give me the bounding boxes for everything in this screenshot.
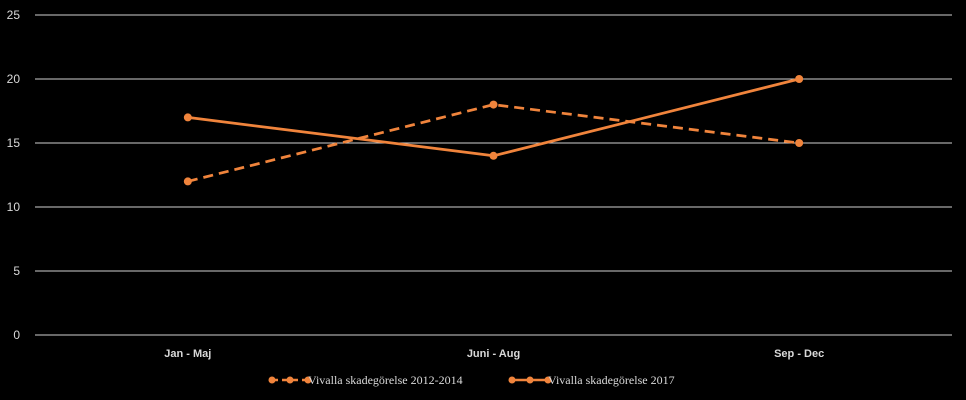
data-point xyxy=(795,139,804,147)
data-point xyxy=(489,151,498,160)
y-tick-label: 25 xyxy=(7,8,21,22)
data-point xyxy=(795,75,804,83)
y-tick-label: 0 xyxy=(13,328,20,342)
x-tick-label: Sep - Dec xyxy=(774,348,824,360)
gridlines xyxy=(35,14,952,336)
y-tick-label: 20 xyxy=(7,72,21,86)
legend: Vivalla skadegörelse 2012-2014 Vivalla sk… xyxy=(268,373,675,387)
legend-marker xyxy=(508,376,516,384)
legend-item: Vivalla skadegörelse 2017 xyxy=(508,373,675,387)
series-line xyxy=(187,77,800,158)
series-2 xyxy=(183,75,804,160)
x-tick-label: Jan - Maj xyxy=(164,348,211,360)
y-tick-label: 15 xyxy=(7,136,21,150)
legend-marker xyxy=(268,376,276,384)
y-tick-label: 5 xyxy=(13,264,20,278)
legend-marker xyxy=(304,376,312,384)
legend-label: Vivalla skadegörelse 2012-2014 xyxy=(308,373,463,387)
legend-marker xyxy=(286,376,294,384)
x-axis-ticks: Jan - Maj Juni - Aug Sep - Dec xyxy=(164,348,824,360)
series xyxy=(183,75,804,186)
series-1 xyxy=(183,100,804,186)
y-axis-ticks: 0 5 10 15 20 25 xyxy=(7,8,21,342)
series-line xyxy=(187,103,800,183)
x-tick-label: Juni - Aug xyxy=(467,348,520,360)
data-point xyxy=(183,113,192,122)
data-point xyxy=(183,177,192,186)
y-tick-label: 10 xyxy=(7,200,21,214)
legend-marker xyxy=(526,376,534,384)
legend-item: Vivalla skadegörelse 2012-2014 xyxy=(268,373,463,387)
legend-label: Vivalla skadegörelse 2017 xyxy=(548,373,675,387)
data-point xyxy=(489,100,498,109)
legend-marker xyxy=(544,376,552,384)
